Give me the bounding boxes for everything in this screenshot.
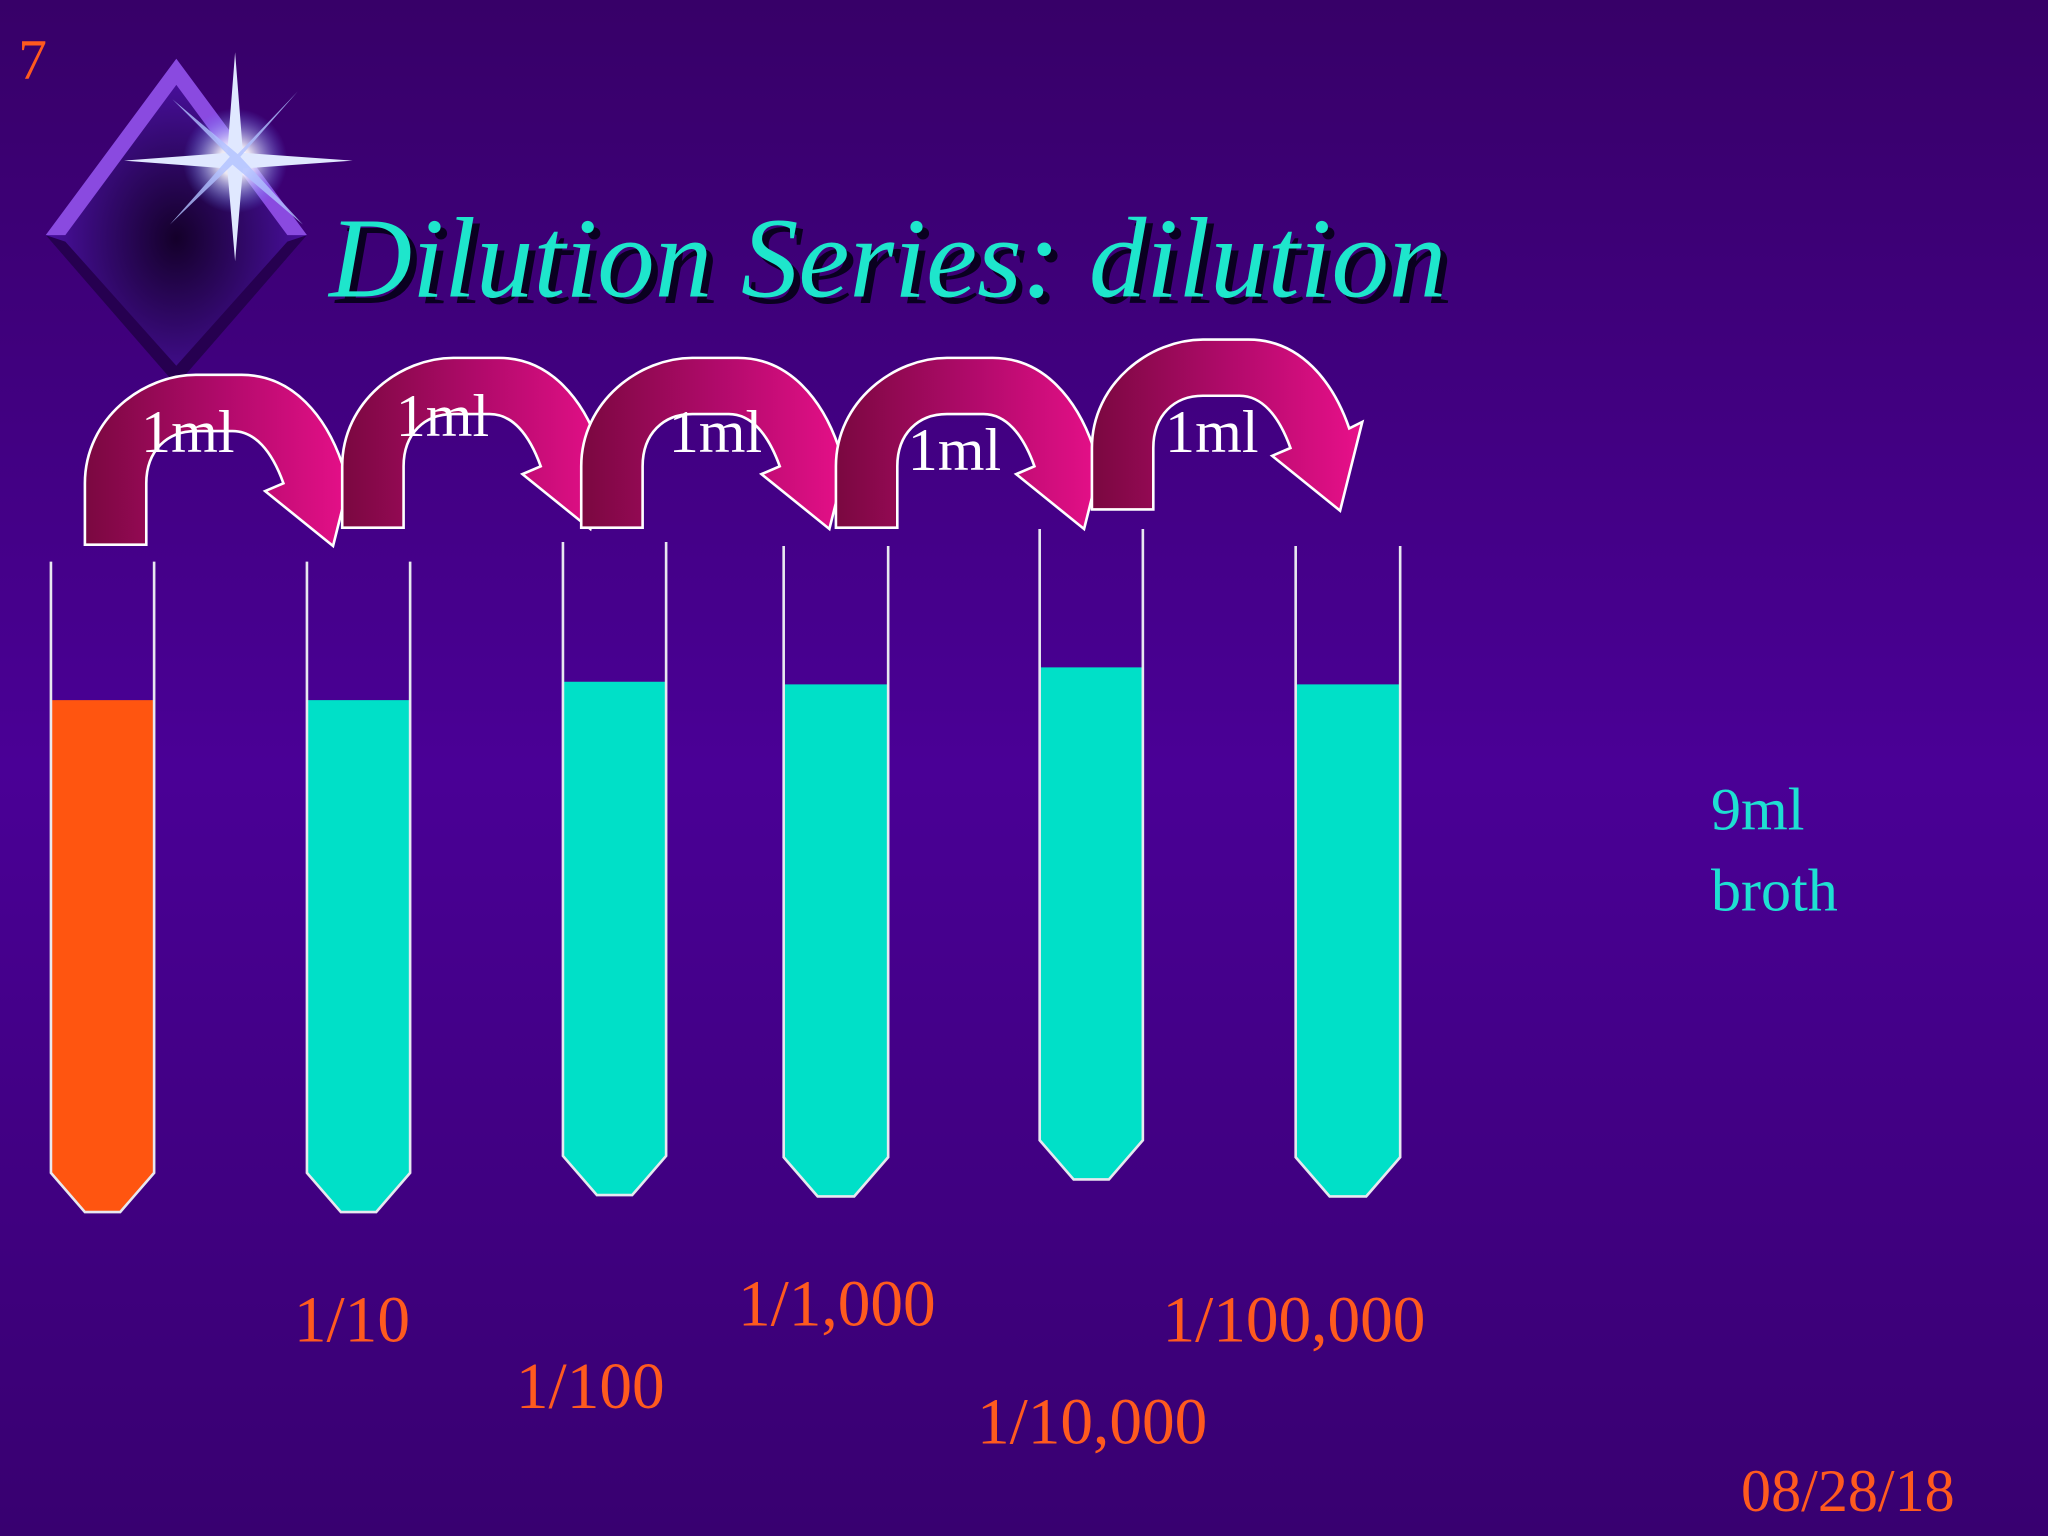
transfer-label: 1ml xyxy=(908,416,1001,483)
tube-liquid xyxy=(562,681,667,1196)
tube-liquid xyxy=(306,700,411,1213)
test-tubes xyxy=(49,528,1402,1214)
tube-liquid xyxy=(1295,684,1401,1197)
note-line: 9ml xyxy=(1711,775,1804,842)
transfer-arrows xyxy=(83,338,1365,549)
tube-liquid xyxy=(1039,667,1143,1180)
logo-edge xyxy=(45,235,307,386)
tube-outline xyxy=(305,561,412,1214)
dilution-label: 1/10 xyxy=(294,1284,410,1356)
date: 08/28/18 xyxy=(1741,1457,1955,1524)
note-line: broth xyxy=(1711,856,1838,923)
transfer-label: 1ml xyxy=(396,382,489,449)
slide-number: 7 xyxy=(18,28,47,91)
tube-outline xyxy=(782,545,890,1198)
title: Dilution Series: dilution xyxy=(327,194,1446,321)
tube-outline xyxy=(49,561,156,1214)
transfer-label: 1ml xyxy=(1165,398,1258,465)
logo-star xyxy=(169,91,304,225)
tube-liquid xyxy=(50,700,155,1213)
title-shadow: Dilution Series: dilution xyxy=(334,201,1453,328)
dilution-label: 1/100 xyxy=(516,1351,665,1423)
logo-edge xyxy=(45,58,307,236)
tube-liquid xyxy=(783,684,889,1197)
tube-outline xyxy=(1294,545,1402,1198)
curved-arrow xyxy=(1090,338,1365,513)
dilution-label: 1/10,000 xyxy=(977,1386,1207,1458)
tube-outline xyxy=(561,542,668,1197)
logo xyxy=(45,52,353,386)
tube-outline xyxy=(1038,528,1145,1181)
dilution-label: 1/100,000 xyxy=(1162,1284,1425,1356)
transfer-label: 1ml xyxy=(141,398,234,465)
dilution-label: 1/1,000 xyxy=(738,1269,936,1341)
transfer-label: 1ml xyxy=(669,398,762,465)
